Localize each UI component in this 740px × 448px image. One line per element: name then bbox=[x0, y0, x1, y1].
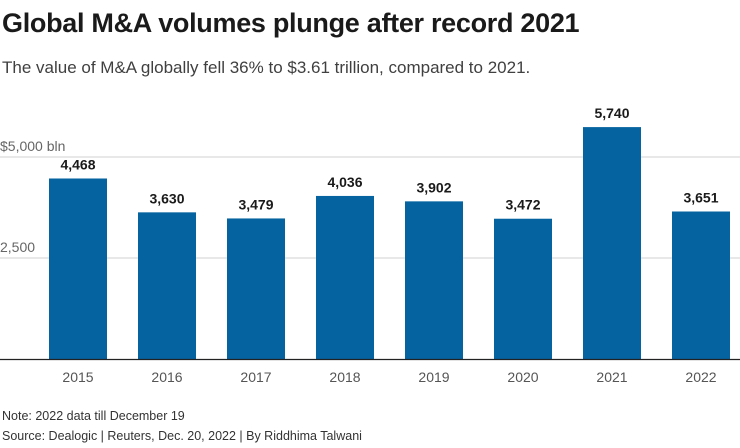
chart-title: Global M&A volumes plunge after record 2… bbox=[2, 8, 580, 38]
bar-2020 bbox=[494, 218, 552, 359]
data-label: 5,740 bbox=[594, 105, 629, 121]
bar-2021 bbox=[583, 127, 641, 359]
chart-note: Note: 2022 data till December 19 bbox=[2, 409, 185, 423]
y-tick-label: $5,000 bln bbox=[0, 138, 65, 154]
bar-2019 bbox=[405, 201, 463, 359]
data-label: 4,036 bbox=[327, 174, 362, 190]
data-label: 3,630 bbox=[149, 190, 184, 206]
data-label: 3,902 bbox=[416, 179, 451, 195]
bar-2017 bbox=[227, 218, 285, 359]
data-label: 4,468 bbox=[60, 156, 95, 172]
chart-subtitle: The value of M&A globally fell 36% to $3… bbox=[2, 58, 531, 77]
data-label: 3,479 bbox=[238, 196, 273, 212]
x-tick-label: 2021 bbox=[596, 369, 627, 385]
bar-2018 bbox=[316, 195, 374, 359]
bar-2022 bbox=[672, 211, 730, 359]
x-tick-label: 2020 bbox=[507, 369, 538, 385]
chart-source: Source: Dealogic | Reuters, Dec. 20, 202… bbox=[2, 429, 362, 443]
x-tick-label: 2022 bbox=[685, 369, 716, 385]
bar-2016 bbox=[138, 212, 196, 359]
x-tick-label: 2016 bbox=[151, 369, 182, 385]
data-label: 3,651 bbox=[683, 189, 718, 205]
x-tick-label: 2015 bbox=[62, 369, 93, 385]
x-tick-label: 2018 bbox=[329, 369, 360, 385]
y-tick-label: 2,500 bbox=[0, 239, 35, 255]
bar-2015 bbox=[49, 178, 107, 359]
x-tick-label: 2017 bbox=[240, 369, 271, 385]
x-tick-label: 2019 bbox=[418, 369, 449, 385]
data-label: 3,472 bbox=[505, 197, 540, 213]
